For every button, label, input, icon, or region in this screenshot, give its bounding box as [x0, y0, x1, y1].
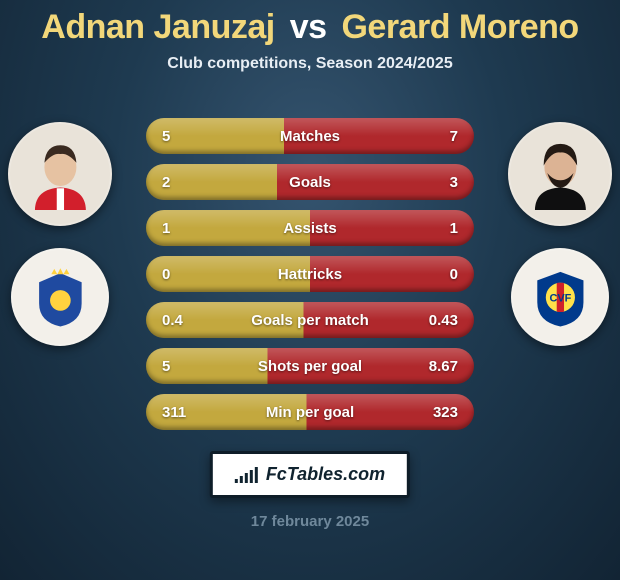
- stat-value-left: 2: [162, 174, 170, 191]
- title-vs: vs: [290, 8, 327, 46]
- page-title: Adnan Januzaj vs Gerard Moreno: [0, 0, 620, 47]
- right-column: CVF: [508, 122, 612, 346]
- stat-row: 0Hattricks0: [146, 256, 474, 292]
- footer-date: 17 february 2025: [0, 513, 620, 530]
- stat-label: Hattricks: [146, 266, 474, 283]
- player-b-avatar: [508, 122, 612, 226]
- player-a-silhouette-icon: [24, 138, 97, 211]
- stat-row: 5Shots per goal8.67: [146, 348, 474, 384]
- stat-row: 2Goals3: [146, 164, 474, 200]
- player-a-avatar: [8, 122, 112, 226]
- stat-label: Matches: [146, 128, 474, 145]
- las-palmas-crest-icon: [30, 267, 91, 328]
- stat-value-left: 5: [162, 358, 170, 375]
- villarreal-crest-icon: CVF: [530, 267, 591, 328]
- stat-row: 0.4Goals per match0.43: [146, 302, 474, 338]
- brand-badge: FcTables.com: [210, 451, 410, 498]
- stat-value-right: 1: [450, 220, 458, 237]
- stat-value-right: 7: [450, 128, 458, 145]
- stat-label: Goals per match: [146, 312, 474, 329]
- stat-value-left: 311: [162, 404, 186, 421]
- stat-value-left: 0: [162, 266, 170, 283]
- left-column: [8, 122, 112, 346]
- title-player-a: Adnan Januzaj: [41, 8, 274, 46]
- stat-value-right: 0.43: [429, 312, 458, 329]
- title-player-b: Gerard Moreno: [341, 8, 578, 46]
- player-a-club-crest: [11, 248, 109, 346]
- bar-chart-icon: [235, 467, 258, 483]
- stat-label: Shots per goal: [146, 358, 474, 375]
- svg-text:CVF: CVF: [549, 292, 571, 304]
- stat-value-right: 8.67: [429, 358, 458, 375]
- stat-value-left: 1: [162, 220, 170, 237]
- stat-value-right: 3: [450, 174, 458, 191]
- stats-panel: 5Matches72Goals31Assists10Hattricks00.4G…: [146, 118, 474, 430]
- stat-row: 5Matches7: [146, 118, 474, 154]
- player-b-club-crest: CVF: [511, 248, 609, 346]
- stat-value-right: 323: [433, 404, 458, 421]
- stat-value-left: 5: [162, 128, 170, 145]
- stat-label: Assists: [146, 220, 474, 237]
- stat-value-right: 0: [450, 266, 458, 283]
- player-b-silhouette-icon: [524, 138, 597, 211]
- stat-row: 1Assists1: [146, 210, 474, 246]
- brand-text: FcTables.com: [266, 464, 385, 485]
- stat-value-left: 0.4: [162, 312, 183, 329]
- subtitle: Club competitions, Season 2024/2025: [0, 55, 620, 73]
- stat-label: Min per goal: [146, 404, 474, 421]
- stat-row: 311Min per goal323: [146, 394, 474, 430]
- stat-label: Goals: [146, 174, 474, 191]
